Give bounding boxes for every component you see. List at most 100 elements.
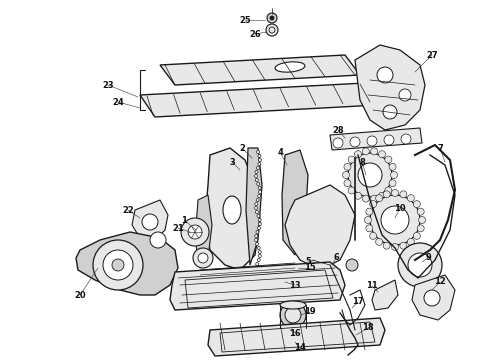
Text: 11: 11	[366, 282, 378, 291]
Polygon shape	[140, 83, 378, 117]
Polygon shape	[246, 148, 262, 265]
Polygon shape	[355, 45, 425, 130]
Circle shape	[270, 16, 274, 20]
Text: 22: 22	[122, 206, 134, 215]
Circle shape	[417, 208, 424, 215]
Circle shape	[280, 302, 306, 328]
Circle shape	[392, 189, 398, 197]
Circle shape	[400, 242, 407, 249]
Text: 8: 8	[359, 158, 365, 166]
Circle shape	[258, 194, 261, 198]
Circle shape	[254, 175, 258, 177]
Polygon shape	[282, 150, 308, 255]
Ellipse shape	[280, 324, 306, 332]
Polygon shape	[160, 55, 360, 85]
Circle shape	[348, 153, 392, 197]
Circle shape	[362, 148, 369, 155]
Circle shape	[378, 151, 386, 158]
Circle shape	[383, 105, 397, 119]
Polygon shape	[205, 148, 260, 270]
Polygon shape	[170, 262, 345, 310]
Circle shape	[398, 243, 442, 287]
Circle shape	[150, 232, 166, 248]
Circle shape	[400, 191, 407, 198]
Circle shape	[257, 183, 260, 185]
Circle shape	[354, 151, 362, 158]
Circle shape	[255, 266, 258, 270]
Circle shape	[366, 208, 373, 215]
Text: 5: 5	[305, 257, 311, 266]
Polygon shape	[412, 275, 455, 320]
Circle shape	[259, 158, 262, 162]
Circle shape	[414, 232, 420, 239]
Circle shape	[112, 259, 124, 271]
Polygon shape	[208, 318, 385, 356]
Text: 18: 18	[362, 324, 374, 333]
Circle shape	[256, 166, 259, 170]
Text: 25: 25	[239, 15, 251, 24]
Polygon shape	[76, 232, 178, 295]
Circle shape	[354, 192, 362, 199]
Circle shape	[333, 138, 343, 148]
Circle shape	[391, 171, 397, 179]
Circle shape	[392, 243, 398, 251]
Circle shape	[285, 307, 301, 323]
Polygon shape	[372, 280, 398, 310]
Circle shape	[258, 222, 262, 225]
Text: 19: 19	[304, 307, 316, 316]
Circle shape	[254, 207, 258, 210]
Circle shape	[255, 234, 258, 238]
Circle shape	[256, 198, 259, 202]
Circle shape	[376, 238, 383, 246]
Circle shape	[399, 89, 411, 101]
Text: 28: 28	[332, 126, 344, 135]
Circle shape	[259, 190, 262, 194]
Circle shape	[381, 206, 409, 234]
Circle shape	[417, 225, 424, 232]
Circle shape	[365, 216, 371, 224]
Text: 15: 15	[304, 264, 316, 273]
Circle shape	[256, 262, 259, 266]
Text: 17: 17	[352, 297, 364, 306]
Ellipse shape	[223, 196, 241, 224]
Circle shape	[370, 148, 378, 155]
Polygon shape	[132, 200, 168, 240]
Circle shape	[346, 259, 358, 271]
Circle shape	[348, 156, 355, 163]
Circle shape	[389, 163, 396, 170]
Circle shape	[258, 154, 261, 158]
Ellipse shape	[280, 301, 306, 309]
Circle shape	[257, 247, 260, 249]
Circle shape	[267, 13, 277, 23]
Circle shape	[370, 195, 420, 245]
Polygon shape	[330, 128, 422, 150]
Circle shape	[258, 162, 261, 166]
Circle shape	[255, 171, 258, 174]
Circle shape	[414, 201, 420, 208]
Circle shape	[258, 251, 261, 253]
Circle shape	[255, 211, 258, 213]
Circle shape	[103, 250, 133, 280]
Circle shape	[258, 219, 261, 221]
Circle shape	[384, 135, 394, 145]
Text: 24: 24	[112, 98, 124, 107]
Circle shape	[344, 180, 351, 187]
Circle shape	[93, 240, 143, 290]
Circle shape	[255, 202, 258, 206]
Circle shape	[350, 137, 360, 147]
Text: 27: 27	[426, 50, 438, 59]
Circle shape	[366, 225, 373, 232]
Circle shape	[343, 171, 349, 179]
Circle shape	[369, 232, 377, 239]
Text: 10: 10	[394, 203, 406, 212]
Circle shape	[367, 136, 377, 146]
Circle shape	[198, 253, 208, 263]
Text: 26: 26	[249, 30, 261, 39]
Polygon shape	[195, 195, 212, 268]
Text: 6: 6	[333, 253, 339, 262]
Ellipse shape	[275, 62, 305, 72]
Circle shape	[370, 195, 378, 202]
Circle shape	[258, 255, 261, 257]
Circle shape	[266, 24, 278, 36]
Polygon shape	[285, 185, 355, 270]
